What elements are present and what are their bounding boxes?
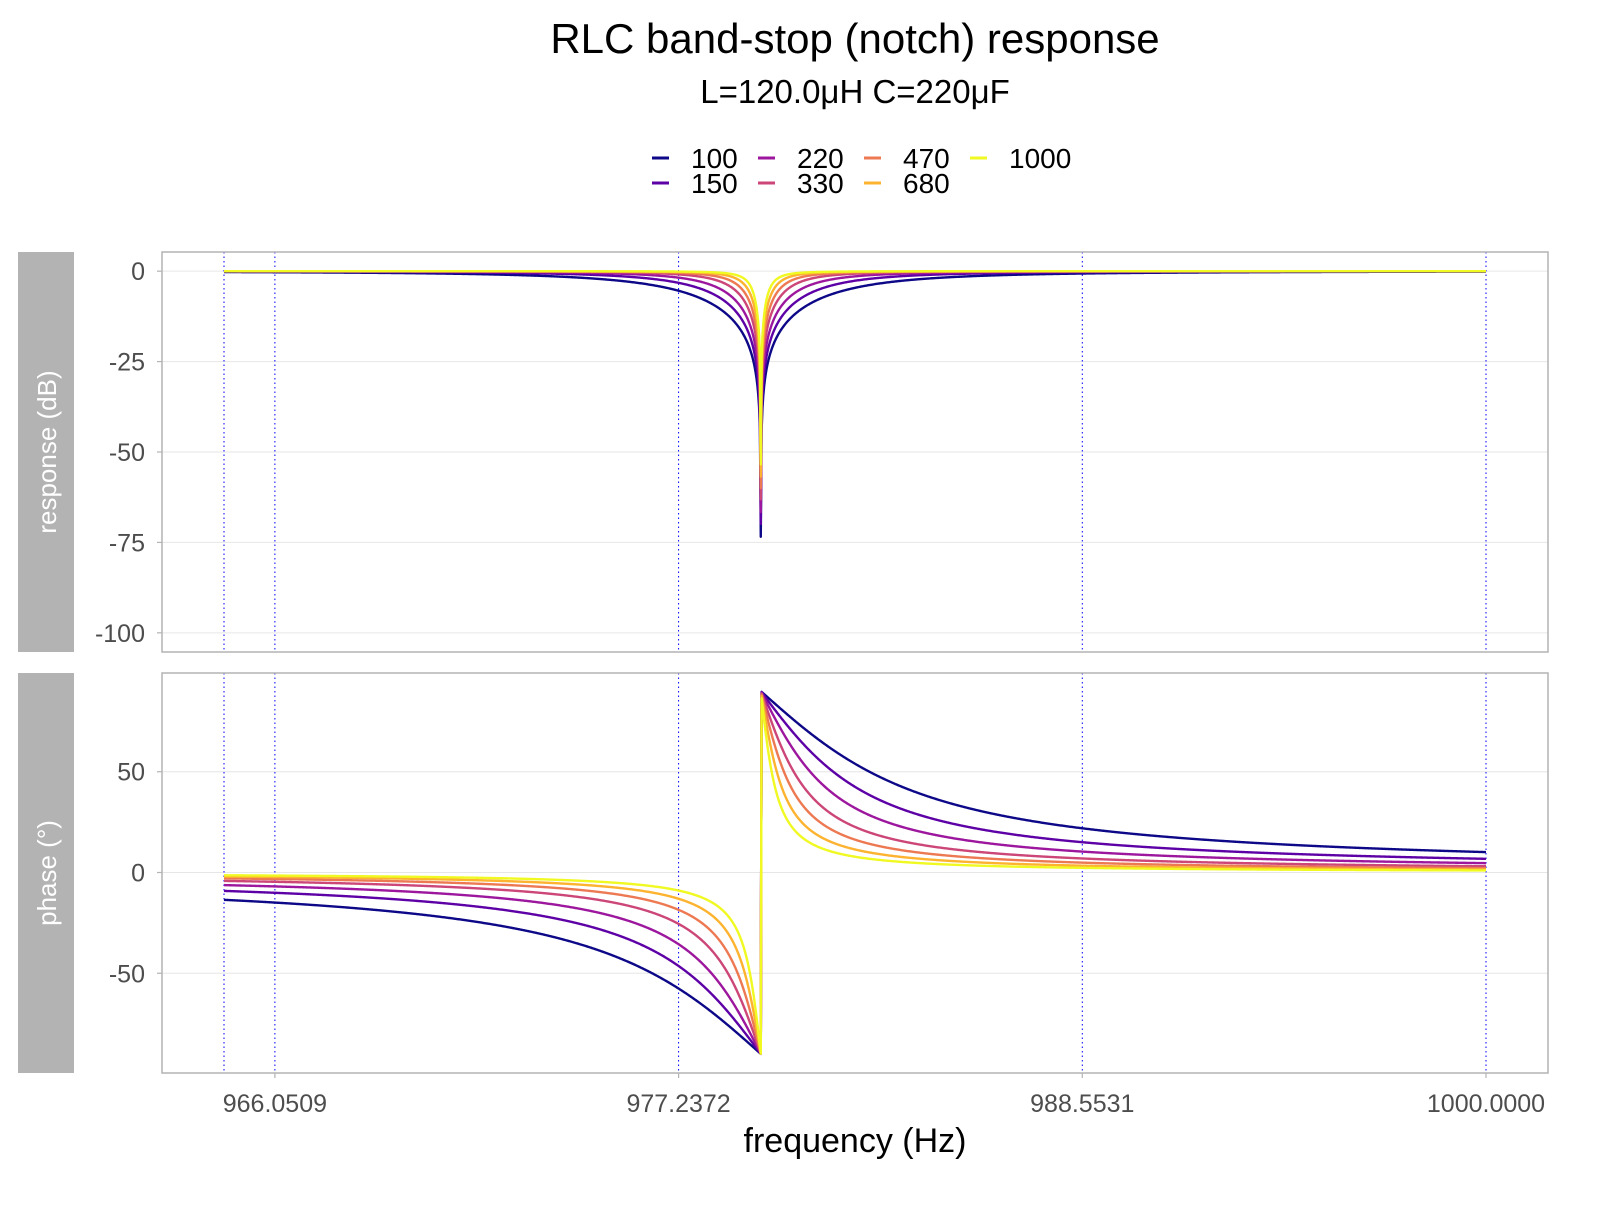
panel-border [161, 251, 1549, 653]
y-tick-label: 0 [131, 258, 145, 286]
x-axis: 966.0509 977.2372 988.5531 1000.0000 [223, 1073, 1545, 1118]
legend-label-100: 100 [691, 143, 738, 174]
legend-label-680: 680 [903, 168, 950, 199]
y-tick-label: -50 [109, 960, 145, 988]
series-line-100 [223, 690, 1487, 1056]
panel-phase: 50 0 -50 phase (°) [18, 672, 1549, 1074]
legend-label-1000: 1000 [1009, 143, 1071, 174]
panel-border [161, 672, 1549, 1074]
series-line-680 [223, 694, 1487, 1055]
legend-label-330: 330 [797, 168, 844, 199]
chart-title: RLC band-stop (notch) response [550, 15, 1159, 62]
series-line-150 [223, 691, 1487, 1056]
panels: 0 -25 -50 -75 -100 response (dB) 50 0 -50 phase (… [18, 251, 1549, 1074]
strip-background [18, 673, 74, 1073]
legend-label-470: 470 [903, 143, 950, 174]
series-line-330 [223, 692, 1487, 1055]
series-line-1000 [223, 697, 1487, 1055]
y-tick-label: -50 [109, 439, 145, 467]
y-tick-label: 50 [117, 759, 145, 787]
strip-label: response (dB) [32, 370, 62, 533]
chart-subtitle: L=120.0μH C=220μF [700, 73, 1010, 110]
legend-label-150: 150 [691, 168, 738, 199]
x-tick-label: 966.0509 [223, 1090, 327, 1118]
series-line-220 [223, 691, 1487, 1055]
legend-label-220: 220 [797, 143, 844, 174]
panel-response: 0 -25 -50 -75 -100 response (dB) [18, 251, 1549, 653]
strip-background [18, 252, 74, 652]
y-tick-label: -75 [109, 529, 145, 557]
y-tick-label: -25 [109, 349, 145, 377]
x-tick-label: 977.2372 [626, 1090, 730, 1118]
x-tick-label: 988.5531 [1030, 1090, 1134, 1118]
x-axis-label: frequency (Hz) [744, 1122, 967, 1160]
series-line-470 [223, 693, 1487, 1055]
panel-background [162, 673, 1548, 1073]
y-tick-label: -100 [95, 620, 145, 648]
x-tick-label: 1000.0000 [1427, 1090, 1545, 1118]
strip-label: phase (°) [32, 820, 62, 926]
series-line-1000 [223, 269, 1487, 466]
y-tick-label: 0 [131, 859, 145, 887]
